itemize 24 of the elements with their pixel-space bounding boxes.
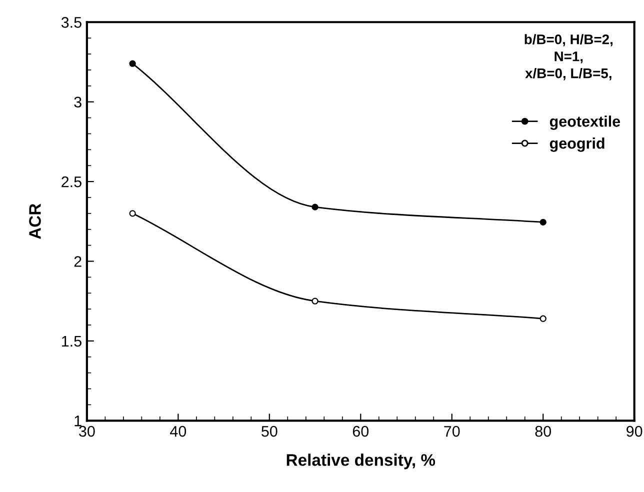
x-tick-label: 50	[262, 426, 278, 437]
x-tick-label: 80	[535, 426, 552, 437]
point	[540, 218, 546, 226]
annotation: b/B=0, H/B=2, N=1, x/B=0, L/B=5,	[524, 34, 612, 80]
point	[312, 204, 318, 210]
y-tick-label: 1.5	[62, 336, 82, 347]
x-tick-label: 30	[79, 426, 95, 437]
x-tick-label: 60	[352, 426, 369, 437]
y-tick-label: 2	[74, 256, 82, 267]
y-tick-label: 2.5	[62, 176, 82, 188]
y-tick-label: 1	[74, 416, 82, 426]
legend-label: geogrid	[550, 138, 604, 152]
point	[540, 315, 546, 322]
legend-label: geotextile	[550, 116, 620, 130]
x-tick-label: 70	[444, 426, 460, 437]
point	[129, 210, 136, 217]
point	[312, 298, 318, 304]
y-axis-title: ACR	[29, 204, 41, 240]
x-tick-label: 40	[170, 426, 186, 437]
x-axis-title: Relative density, %	[286, 454, 436, 470]
point	[129, 60, 136, 67]
y-tick-label: 3.5	[61, 17, 82, 28]
y-tick-label: 3	[74, 96, 82, 108]
x-tick-label: 90	[626, 426, 642, 437]
